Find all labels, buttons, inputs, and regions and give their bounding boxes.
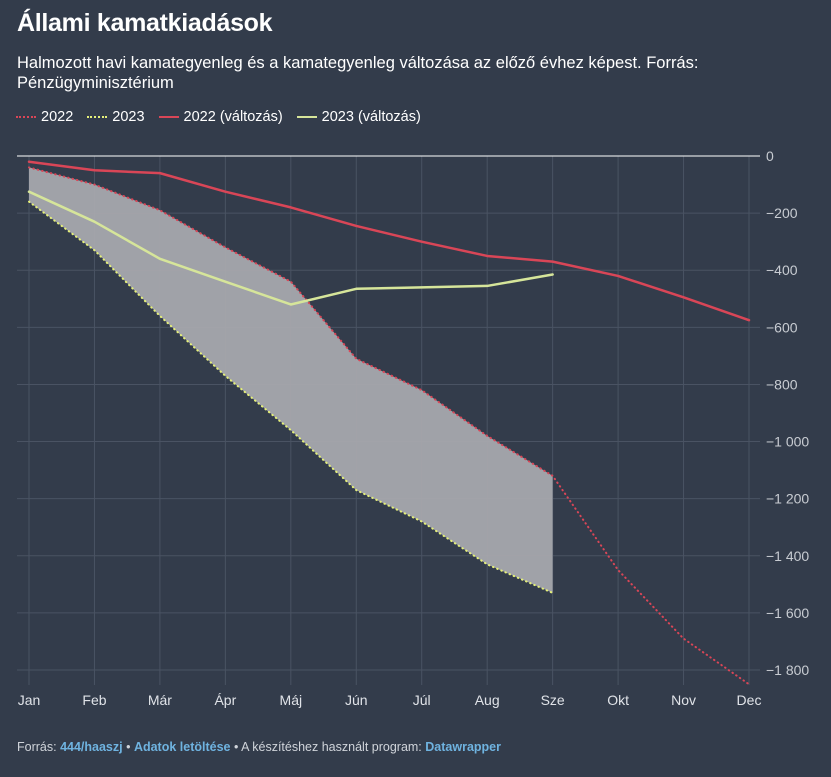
download-data-link[interactable]: Adatok letöltése: [133, 740, 231, 754]
x-tick-label: Jan: [18, 692, 41, 708]
legend-swatch-2023: [87, 116, 108, 118]
y-tick-label: −200: [766, 205, 798, 221]
x-tick-label: Jún: [345, 692, 368, 708]
legend-swatch-2022-change: [158, 116, 179, 118]
legend-item-2023: 2023: [87, 109, 145, 125]
chart-subtitle: Halmozott havi kamategyenleg és a kamate…: [17, 54, 699, 92]
source-link[interactable]: 444/haaszj: [60, 740, 123, 754]
series-line-2023-change: [27, 190, 554, 306]
legend-label-2023: 2023: [112, 109, 145, 125]
legend-item-2022: 2022: [16, 109, 73, 125]
legend-label-2023-change: 2023 (változás): [321, 109, 421, 125]
y-tick-label: 0: [766, 148, 774, 164]
series-line-2023: [28, 200, 554, 594]
y-tick-label: −1 600: [766, 605, 809, 621]
y-tick-label: −400: [766, 262, 798, 278]
footer-prefix: Forrás:: [17, 740, 61, 754]
y-tick-label: −1 400: [766, 548, 809, 564]
x-tick-label: Okt: [607, 692, 629, 708]
legend-swatch-2023-change: [296, 116, 317, 118]
legend: 2022 2023 2022 (változás) 2023 (változás…: [16, 109, 421, 125]
x-tick-label: Máj: [280, 692, 303, 708]
footer: Forrás: 444/haaszj • Adatok letöltése • …: [17, 740, 501, 754]
footer-tool-text: • A készítéshez használt program:: [230, 740, 426, 754]
difference-band: [29, 167, 553, 593]
footer-sep: •: [122, 740, 134, 754]
series-line-2022: [28, 166, 750, 686]
legend-item-2022-change: 2022 (változás): [158, 109, 283, 125]
x-tick-label: Sze: [541, 692, 565, 708]
y-tick-label: −1 200: [766, 491, 809, 507]
x-tick-label: Dec: [737, 692, 762, 708]
x-tick-label: Már: [148, 692, 172, 708]
legend-swatch-2022: [16, 116, 36, 118]
y-tick-label: −1 800: [766, 662, 809, 678]
y-tick-label: −600: [766, 319, 798, 335]
y-tick-label: −1 000: [766, 434, 809, 450]
x-tick-label: Nov: [671, 692, 696, 708]
series-line-2022-change: [27, 160, 751, 322]
y-tick-label: −800: [766, 376, 798, 392]
chart-title: Állami kamatkiadások: [17, 9, 273, 37]
legend-label-2022: 2022: [41, 109, 74, 125]
x-tick-label: Ápr: [214, 692, 236, 708]
legend-label-2022-change: 2022 (változás): [183, 109, 283, 125]
x-tick-label: Feb: [82, 692, 106, 708]
datawrapper-link[interactable]: Datawrapper: [425, 740, 501, 754]
x-tick-label: Júl: [413, 692, 431, 708]
x-tick-label: Aug: [475, 692, 500, 708]
legend-item-2023-change: 2023 (változás): [296, 109, 421, 125]
